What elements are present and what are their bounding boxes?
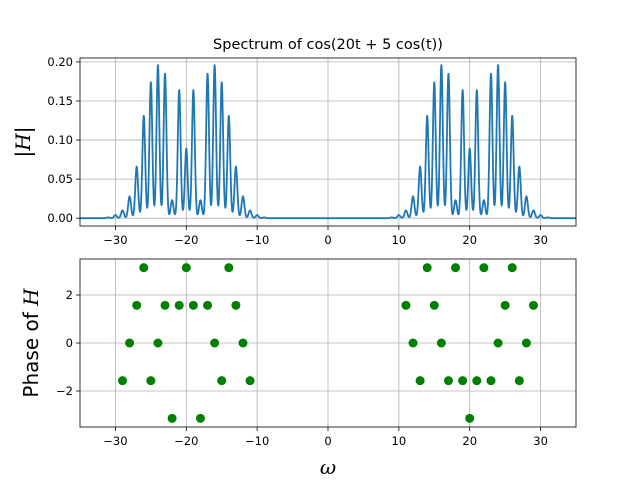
phase-point	[125, 338, 135, 348]
magnitude-x-tick-label: −10	[245, 233, 269, 247]
phase-grid	[80, 259, 576, 427]
phase-point	[436, 338, 446, 348]
magnitude-x-tick-label: −20	[174, 233, 198, 247]
phase-point	[486, 376, 496, 386]
phase-point	[167, 413, 177, 423]
phase-point	[160, 300, 170, 310]
phase-point	[507, 263, 517, 273]
phase-point	[521, 338, 531, 348]
magnitude-x-tick-label: 20	[462, 233, 477, 247]
phase-point	[245, 376, 255, 386]
phase-point	[472, 376, 482, 386]
phase-point	[422, 263, 432, 273]
phase-point	[188, 300, 198, 310]
magnitude-y-tick-label: 0.00	[47, 211, 73, 225]
magnitude-x-ticks: −30 −20 −10 0 10 20 30	[103, 226, 548, 247]
magnitude-y-tick-label: 0.20	[47, 55, 73, 69]
phase-y-tick-label: −2	[56, 384, 73, 398]
phase-x-tick-label: 30	[533, 434, 548, 448]
phase-point	[217, 376, 227, 386]
phase-point	[408, 338, 418, 348]
phase-point	[195, 413, 205, 423]
phase-point	[224, 263, 234, 273]
phase-point	[139, 263, 149, 273]
phase-point	[451, 263, 461, 273]
phase-x-tick-label: −20	[174, 434, 198, 448]
magnitude-y-tick-label: 0.15	[47, 94, 73, 108]
phase-point	[203, 300, 213, 310]
magnitude-series	[79, 64, 577, 220]
phase-x-tick-label: 20	[462, 434, 477, 448]
phase-y-ticks: −2 0 2	[56, 288, 80, 398]
phase-x-ticks: −30 −20 −10 0 10 20 30	[103, 427, 548, 448]
phase-point	[181, 263, 191, 273]
phase-y-tick-label: 2	[66, 288, 73, 302]
phase-point	[479, 263, 489, 273]
phase-y-axis-label: Phase of H	[19, 288, 43, 398]
magnitude-x-tick-label: 10	[392, 233, 407, 247]
magnitude-y-tick-label: 0.05	[47, 172, 73, 186]
phase-x-tick-label: −10	[245, 434, 269, 448]
magnitude-x-tick-label: 0	[324, 233, 331, 247]
phase-axes: −30 −20 −10 0 10 20 30 −202 Phase of H ω	[19, 258, 577, 479]
phase-point	[458, 376, 468, 386]
phase-point	[415, 376, 425, 386]
phase-point	[493, 338, 503, 348]
phase-x-tick-label: 10	[392, 434, 407, 448]
chart-title: Spectrum of cos(20t + 5 cos(t))	[213, 37, 443, 53]
phase-point	[401, 300, 411, 310]
phase-point	[210, 338, 220, 348]
phase-y-tick-label: 0	[66, 336, 73, 350]
phase-point	[118, 376, 128, 386]
phase-x-tick-label: −30	[103, 434, 127, 448]
magnitude-y-axis-label: |H|	[11, 127, 35, 158]
phase-point	[443, 376, 453, 386]
phase-point	[174, 300, 184, 310]
magnitude-axes: Spectrum of cos(20t + 5 cos(t)) −30 −20 −1…	[11, 37, 577, 247]
magnitude-y-ticks: 0.00 0.05 0.10 0.15 0.20	[47, 55, 80, 225]
phase-point	[429, 300, 439, 310]
phase-point	[238, 338, 248, 348]
phase-point	[132, 300, 142, 310]
magnitude-x-tick-label: 30	[533, 233, 548, 247]
phase-point	[500, 300, 510, 310]
phase-x-tick-label: 0	[324, 434, 331, 448]
phase-point	[231, 300, 241, 310]
phase-point	[146, 376, 156, 386]
x-axis-label: ω	[320, 455, 336, 479]
phase-point	[528, 300, 538, 310]
phase-series	[118, 263, 538, 423]
phase-point	[465, 413, 475, 423]
phase-point	[153, 338, 163, 348]
magnitude-y-tick-label: 0.10	[47, 133, 73, 147]
magnitude-line	[79, 64, 577, 220]
magnitude-x-tick-label: −30	[103, 233, 127, 247]
phase-point	[514, 376, 524, 386]
